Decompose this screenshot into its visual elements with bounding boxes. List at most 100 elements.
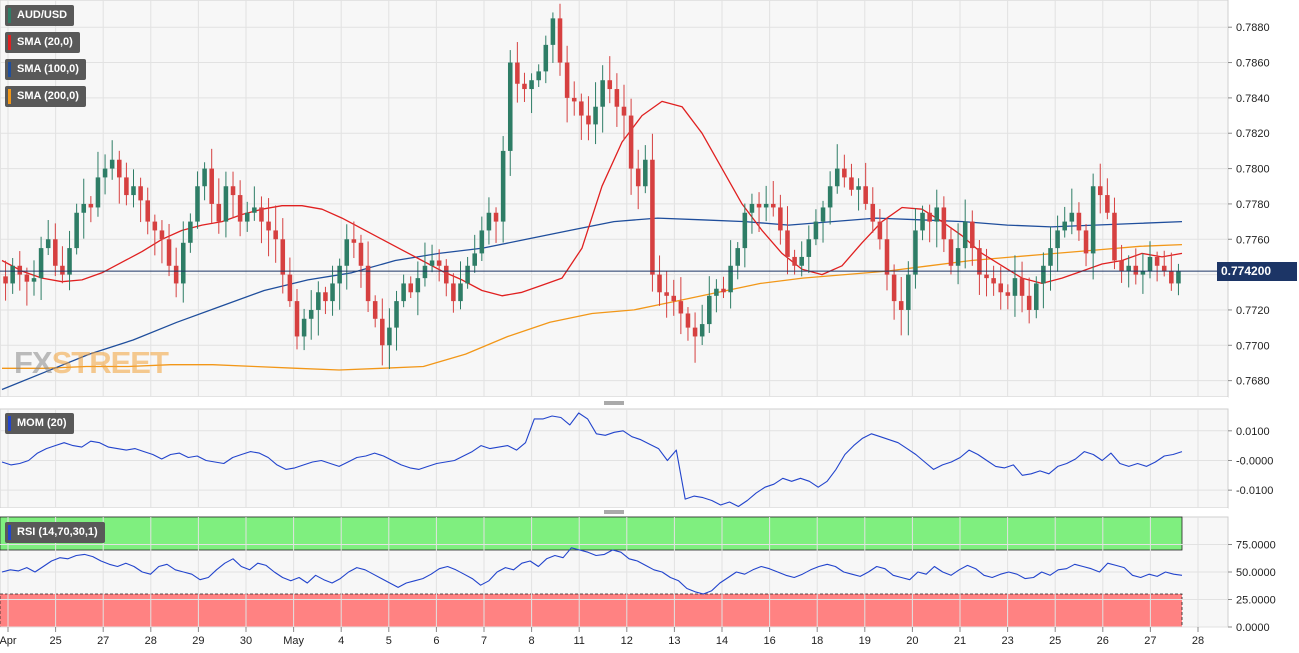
candle <box>657 255 662 306</box>
legend-mom-label[interactable]: MOM (20) <box>5 413 74 434</box>
candle <box>770 181 776 217</box>
price-panel-background <box>0 0 1229 398</box>
candle <box>763 185 769 222</box>
candle <box>202 162 207 201</box>
candle <box>643 145 648 194</box>
legend-pair-label[interactable]: AUD/USD <box>5 5 75 26</box>
candle <box>252 186 257 221</box>
candle-body <box>920 212 925 231</box>
legend-sma200-label[interactable]: SMA (200,0) <box>5 86 86 107</box>
candle-body <box>230 186 236 196</box>
candles <box>3 3 1181 370</box>
candle-body <box>486 212 492 231</box>
candle <box>81 178 87 239</box>
candle-body <box>166 239 172 266</box>
x-tick-label: 23 <box>1001 635 1013 647</box>
candle-body <box>365 265 371 302</box>
legend-sma20-label[interactable]: SMA (20,0) <box>5 32 80 53</box>
candle <box>117 150 122 204</box>
candle-body <box>735 248 740 266</box>
candle <box>870 187 876 233</box>
x-tick-label: 4 <box>338 635 344 647</box>
x-tick-label: 11 <box>573 635 584 647</box>
candle <box>721 276 726 299</box>
candle <box>1019 261 1025 313</box>
candle-body <box>820 207 826 222</box>
candle-body <box>699 324 705 337</box>
candle-body <box>145 200 150 222</box>
candle-body <box>109 159 115 169</box>
candle-body <box>806 239 812 257</box>
rsi-swatch <box>8 525 11 540</box>
candle-body <box>515 62 520 84</box>
candle <box>124 162 129 206</box>
y-tick-label: 75.0000 <box>1236 540 1276 552</box>
candle <box>948 227 954 275</box>
candle <box>827 171 833 225</box>
pane-splitter-2[interactable] <box>0 508 1228 517</box>
sma20-label-text: SMA (20,0) <box>17 36 73 48</box>
candle <box>778 194 783 245</box>
candle <box>529 73 534 114</box>
candle <box>849 163 854 196</box>
sma20-swatch <box>8 35 11 50</box>
x-tick-label: May <box>283 635 304 647</box>
candle <box>408 276 414 299</box>
candle-body <box>74 212 79 249</box>
candle-body <box>1161 265 1167 272</box>
rsi-grid <box>0 517 1228 628</box>
candle-body <box>1154 256 1160 266</box>
candle <box>152 214 158 256</box>
candle-body <box>394 301 399 328</box>
x-tick-label: 16 <box>763 635 775 647</box>
y-tick-label: 0.7760 <box>1236 234 1270 246</box>
sma100-label-text: SMA (100,0) <box>17 63 79 75</box>
candle-body <box>977 248 982 275</box>
candle <box>472 234 477 273</box>
candle <box>1119 244 1124 283</box>
candle <box>1097 163 1103 214</box>
candle <box>1105 178 1110 220</box>
candle <box>742 203 748 268</box>
candle <box>145 187 150 235</box>
candle <box>3 260 8 301</box>
candle-body <box>898 301 904 310</box>
candle <box>180 221 186 303</box>
sma200-swatch <box>8 89 11 104</box>
candle <box>266 198 271 257</box>
candle <box>799 241 804 277</box>
candle <box>1133 248 1139 285</box>
candle-body <box>17 265 23 275</box>
candle-body <box>1012 278 1018 296</box>
candle <box>95 151 101 217</box>
candle-body <box>95 177 101 208</box>
legend-rsi-label[interactable]: RSI (14,70,30,1) <box>5 522 105 543</box>
rsi-overbought-zone <box>0 516 1183 551</box>
candle-body <box>1169 271 1174 284</box>
candle-body <box>266 221 271 231</box>
candle <box>564 45 570 123</box>
rsi-panel: 75.0000 50.0000 25.0000 0.0000 <box>0 516 1276 634</box>
x-tick-label: 26 <box>1097 635 1109 647</box>
candle <box>934 189 940 248</box>
legend-sma100-label[interactable]: SMA (100,0) <box>5 59 86 80</box>
candle <box>387 308 392 370</box>
candle-body <box>756 203 762 208</box>
candle-body <box>614 89 620 107</box>
candle <box>977 239 982 295</box>
momentum-axis-labels: 0.0100 -0.0000 -0.0100 <box>1228 426 1273 497</box>
candle <box>102 154 108 195</box>
pane-splitter-1[interactable] <box>0 397 1228 409</box>
candle <box>216 178 222 234</box>
candle <box>863 162 868 210</box>
candle <box>308 290 314 340</box>
candle-body <box>507 62 513 151</box>
candle-body <box>884 239 890 275</box>
y-tick-label: 0.7720 <box>1236 305 1270 317</box>
candle-body <box>998 283 1004 293</box>
candle <box>1076 202 1082 241</box>
candle-body <box>827 186 833 208</box>
y-tick-label: 0.7800 <box>1236 164 1270 176</box>
x-tick-label: 29 <box>192 635 204 647</box>
candle-body <box>102 168 108 178</box>
